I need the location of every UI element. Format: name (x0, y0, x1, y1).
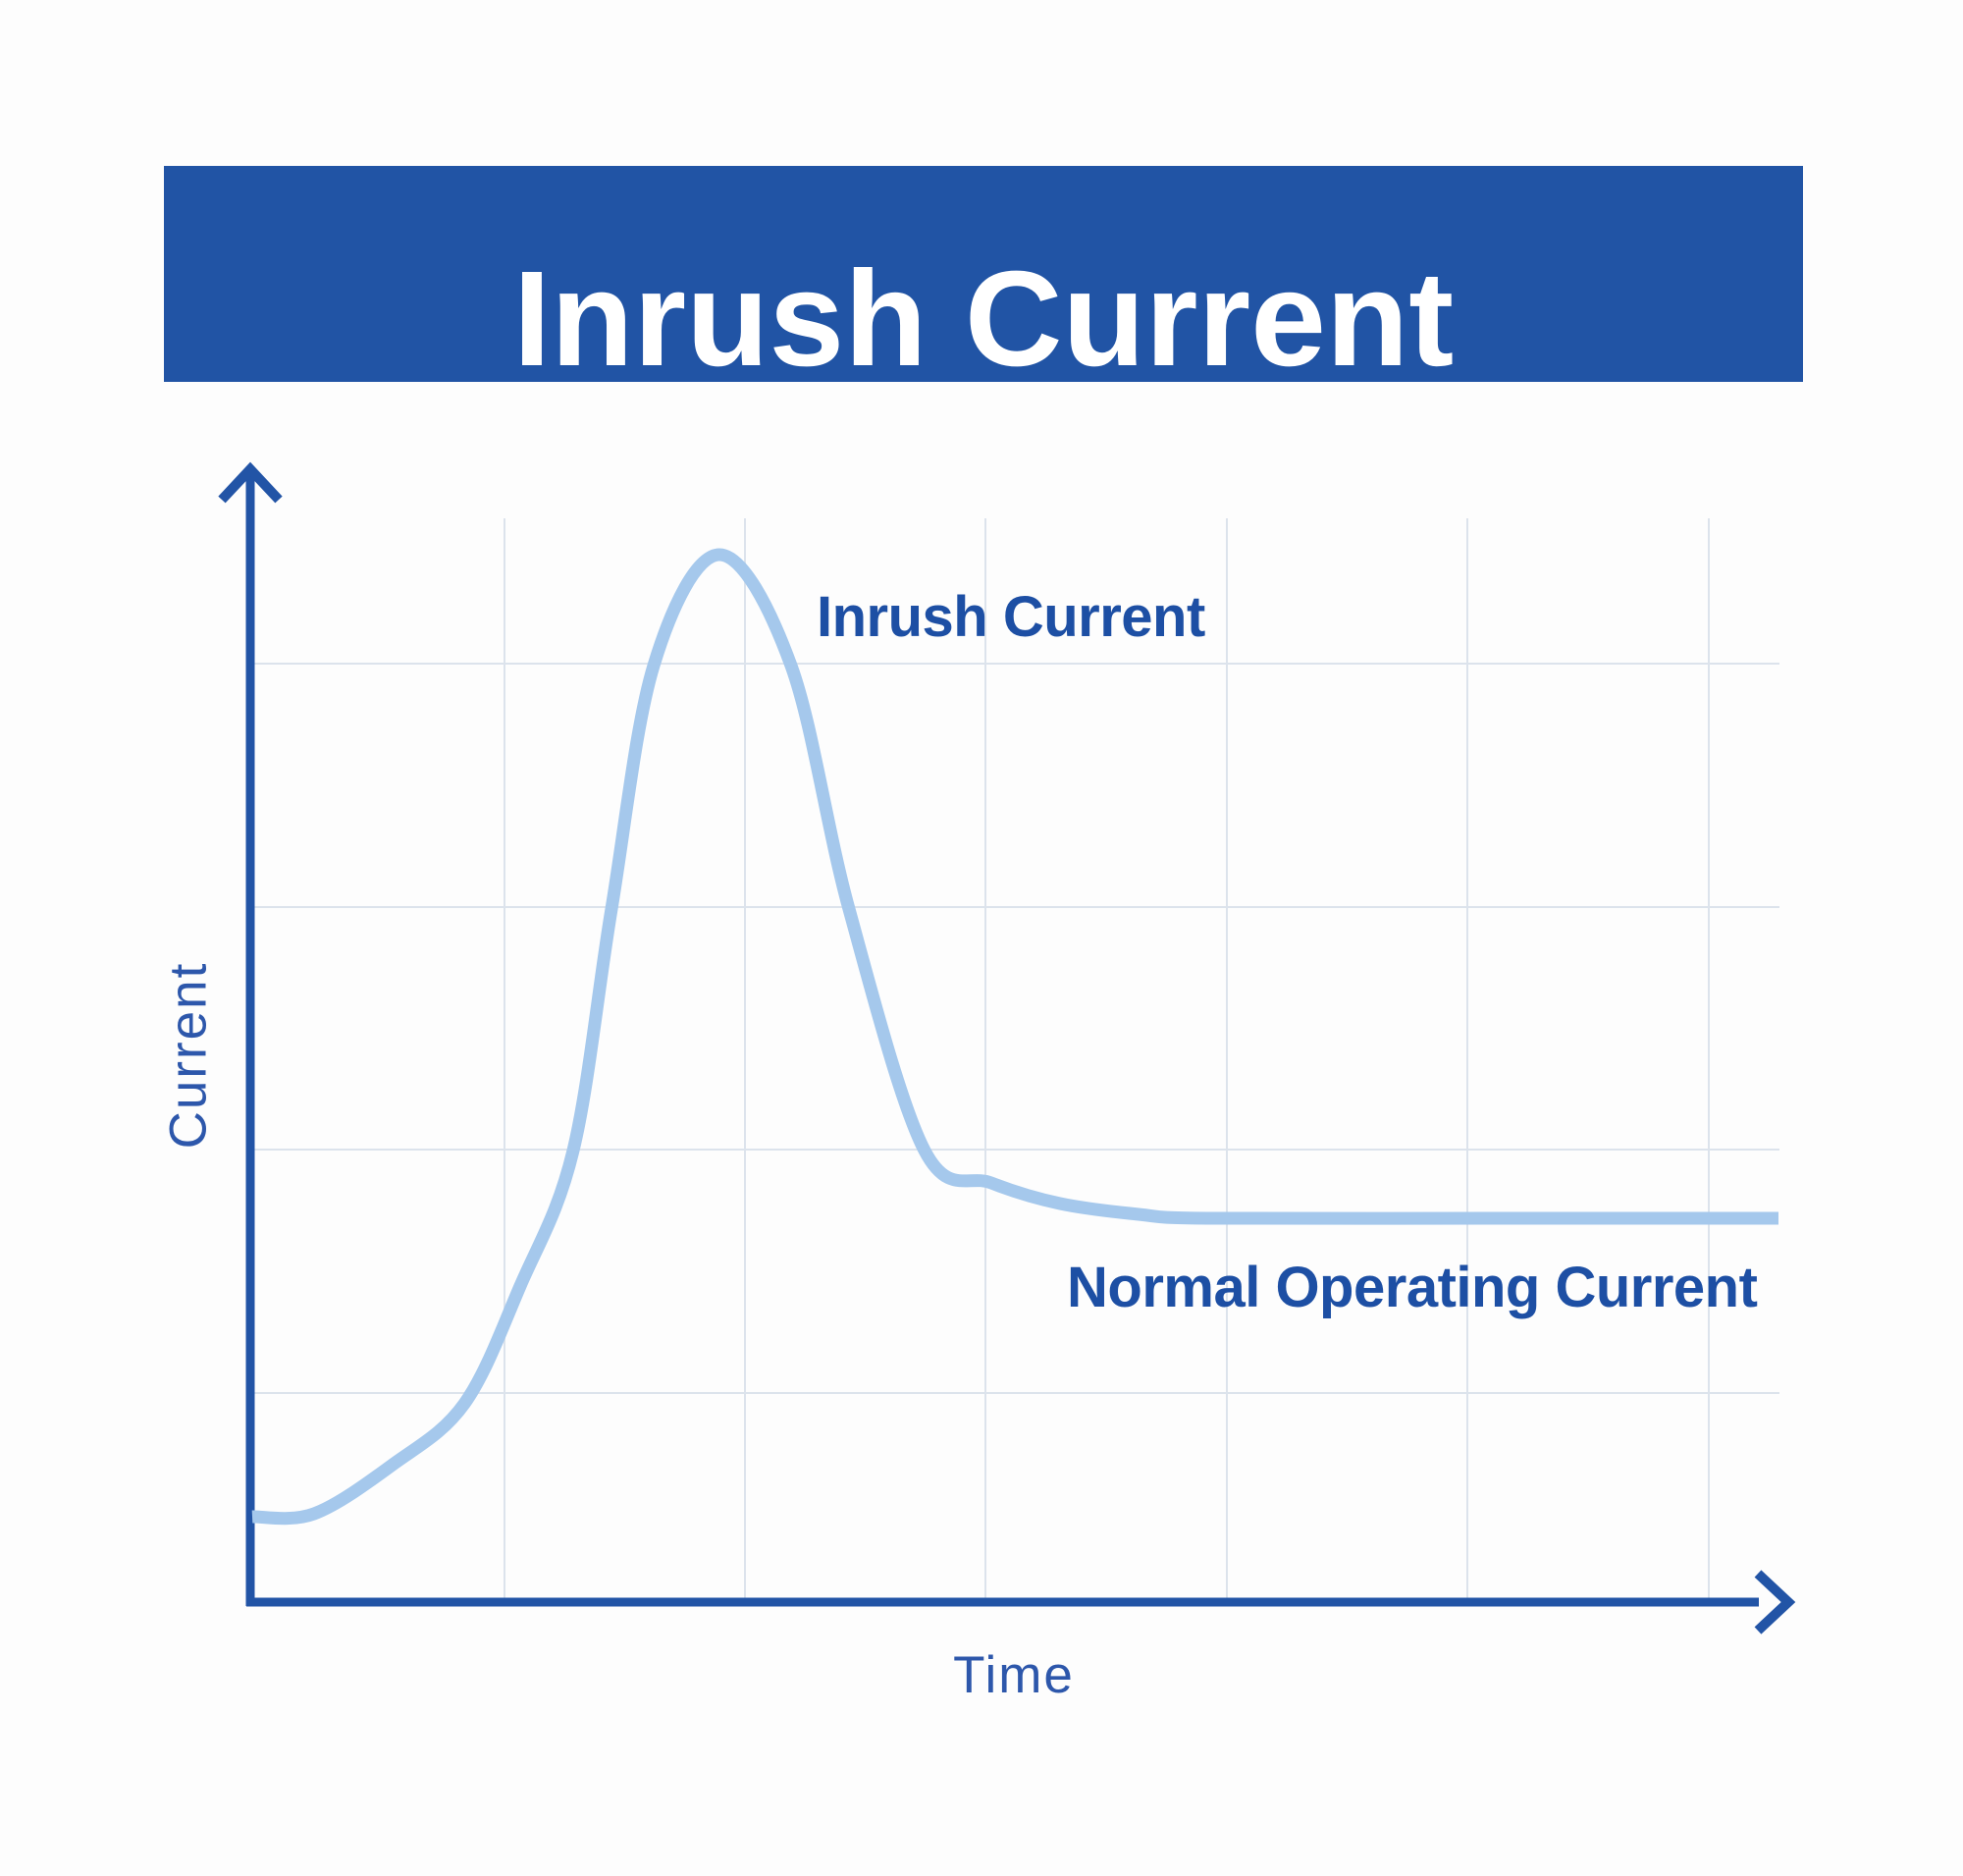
current-curve (251, 548, 1778, 1526)
y-axis-label: Current (159, 961, 218, 1150)
x-axis-label: Time (953, 1646, 1075, 1704)
x-axis-arrowhead (1754, 1570, 1796, 1635)
gridlines (252, 518, 1779, 1599)
annotation-inrush-current: Inrush Current (817, 585, 1205, 649)
y-axis-arrowhead (218, 461, 283, 504)
page-title: Inrush Current (512, 243, 1455, 395)
title-banner: Inrush Current (164, 166, 1803, 387)
annotation-normal-operating-current: Normal Operating Current (1067, 1256, 1758, 1319)
